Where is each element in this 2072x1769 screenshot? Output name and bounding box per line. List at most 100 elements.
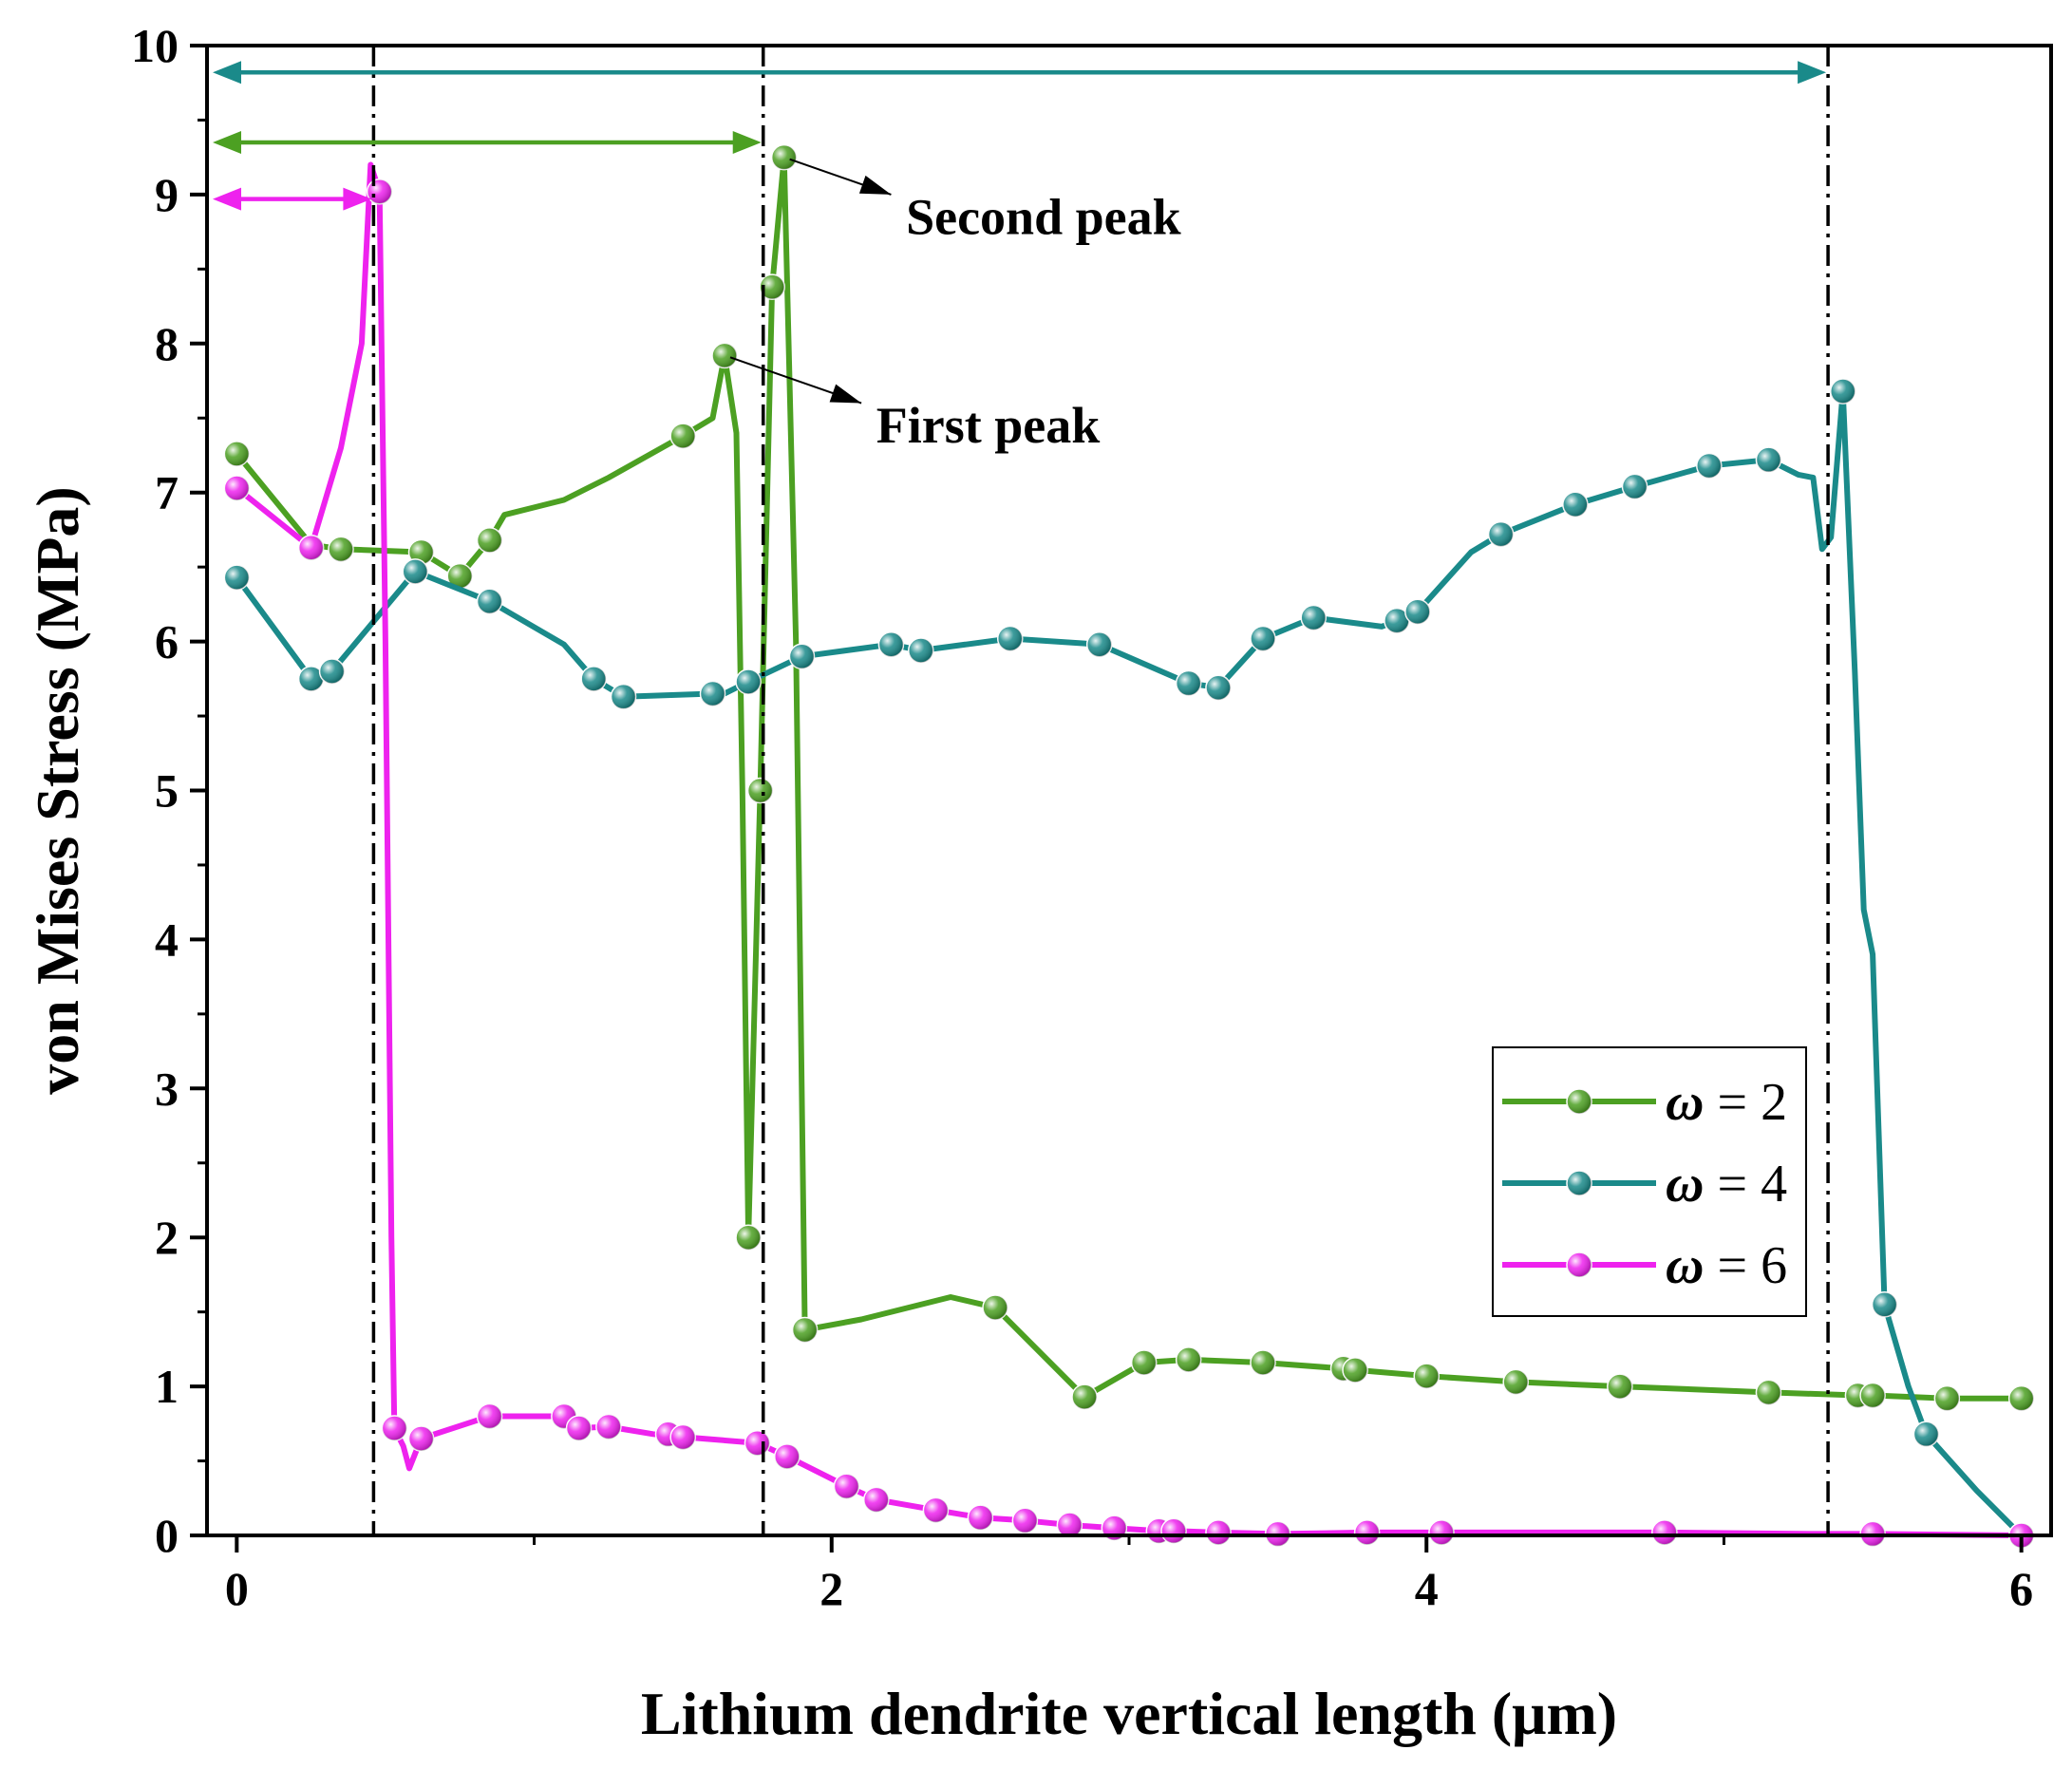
marker-shine	[1384, 608, 1409, 633]
legend-symbol: ω	[1666, 1236, 1705, 1295]
series-1-marker-15	[1130, 1349, 1158, 1376]
marker-shine	[1651, 1519, 1677, 1545]
marker-shine	[983, 1294, 1008, 1320]
marker-shine	[319, 658, 345, 684]
annotation-arrowhead-1	[858, 175, 892, 195]
series-2-marker-11	[877, 630, 905, 658]
marker-shine	[1343, 1357, 1368, 1383]
marker-shine	[1250, 1349, 1275, 1375]
series-1-marker-4	[446, 562, 473, 590]
marker-shine	[923, 1497, 949, 1523]
marker-shine	[1205, 1519, 1231, 1545]
y-tick-label-0: 0	[155, 1509, 179, 1562]
legend-entry-label-2: ω = 4	[1666, 1155, 1787, 1214]
series-3-marker-6	[476, 1402, 503, 1430]
series-1-marker-25	[1859, 1382, 1886, 1409]
series-3-marker-12	[744, 1429, 771, 1457]
series-1-marker-27	[2007, 1384, 2035, 1412]
marker-shine	[1913, 1421, 1939, 1447]
marker-shine	[1131, 1349, 1157, 1375]
x-tick-label-2: 2	[819, 1562, 843, 1615]
series-2-marker-7	[610, 683, 637, 710]
marker-shine	[670, 423, 696, 449]
marker-shine	[968, 1505, 993, 1531]
marker-shine	[367, 179, 392, 204]
series-2-marker-12	[907, 637, 934, 664]
legend-entry-label-1: ω = 2	[1666, 1073, 1787, 1132]
series-1-marker-23	[1755, 1379, 1782, 1406]
series-2-marker-13	[996, 625, 1024, 652]
series-1-marker-7	[711, 342, 738, 369]
series-1-marker-9	[746, 777, 774, 804]
marker-shine	[1488, 521, 1514, 547]
series-1-marker-22	[1607, 1373, 1633, 1400]
x-axis-title: Lithium dendrite vertical length (μm)	[641, 1680, 1617, 1747]
series-1-marker-16	[1175, 1346, 1202, 1373]
series-2-marker-25	[1755, 446, 1782, 473]
series-2-marker-19	[1384, 607, 1410, 634]
legend-value: = 2	[1705, 1073, 1788, 1132]
y-tick-label-8: 8	[155, 317, 179, 370]
series-2-marker-5	[476, 588, 503, 614]
y-tick-label-4: 4	[155, 913, 179, 966]
marker-shine	[736, 668, 762, 694]
series-2-marker-27	[1871, 1291, 1898, 1318]
series-3-marker-1	[223, 475, 251, 501]
marker-shine	[1414, 1364, 1440, 1389]
y-axis-title: von Mises Stress (MPa)	[24, 486, 91, 1095]
marker-shine	[382, 1416, 407, 1441]
marker-shine	[908, 638, 933, 664]
series-1-marker-20	[1413, 1363, 1440, 1389]
series-3-marker-25	[1353, 1519, 1381, 1546]
marker-shine	[2008, 1385, 2034, 1411]
series-2-marker-26	[1829, 378, 1856, 405]
marker-shine	[298, 666, 324, 691]
range-arrow-head-right-2	[732, 130, 762, 154]
marker-shine	[1428, 1519, 1454, 1545]
marker-shine	[1872, 1291, 1897, 1317]
marker-shine	[736, 1225, 762, 1251]
marker-shine	[1176, 1346, 1201, 1372]
series-1-marker-12	[791, 1316, 819, 1344]
marker-shine	[1205, 675, 1231, 701]
marker-shine	[700, 681, 725, 706]
marker-shine	[1607, 1374, 1632, 1400]
marker-shine	[581, 666, 607, 691]
marker-shine	[1086, 631, 1112, 657]
series-2-marker-1	[223, 564, 251, 591]
legend-marker-shine	[1567, 1171, 1592, 1195]
series-line-2	[234, 388, 2025, 1538]
annotation-label-2: First peak	[876, 397, 1101, 454]
range-arrow-head-left-2	[213, 130, 241, 154]
range-arrow-head-right-1	[1798, 61, 1827, 85]
marker-shine	[1934, 1385, 1960, 1411]
y-tick-label-5: 5	[155, 764, 179, 818]
series-3-marker-17	[967, 1504, 994, 1531]
series-3-marker-23	[1205, 1519, 1232, 1546]
annotation-label-1: Second peak	[906, 188, 1181, 245]
y-tick-label-10: 10	[131, 19, 179, 72]
series-2-marker-23	[1621, 473, 1648, 500]
range-arrow-head-left-3	[213, 187, 241, 211]
marker-shine	[1830, 379, 1855, 405]
legend-entry-label-3: ω = 6	[1666, 1236, 1787, 1295]
series-2-marker-16	[1205, 674, 1232, 701]
marker-shine	[298, 535, 324, 560]
legend-value: = 6	[1705, 1236, 1788, 1295]
series-2-marker-8	[699, 680, 726, 707]
series-3-marker-19	[1056, 1512, 1083, 1538]
marker-shine	[792, 1317, 818, 1343]
marker-shine	[1072, 1384, 1098, 1410]
marker-shine	[477, 589, 502, 614]
legend-symbol: ω	[1666, 1073, 1705, 1132]
marker-shine	[611, 684, 636, 709]
marker-shine	[477, 527, 502, 553]
series-3-marker-15	[863, 1486, 890, 1514]
series-2-marker-10	[788, 643, 816, 670]
series-line-3	[234, 161, 2025, 1538]
series-3-marker-26	[1428, 1519, 1455, 1546]
series-2-marker-9	[735, 668, 762, 695]
marker-shine	[760, 274, 785, 300]
marker-shine	[1696, 453, 1722, 479]
